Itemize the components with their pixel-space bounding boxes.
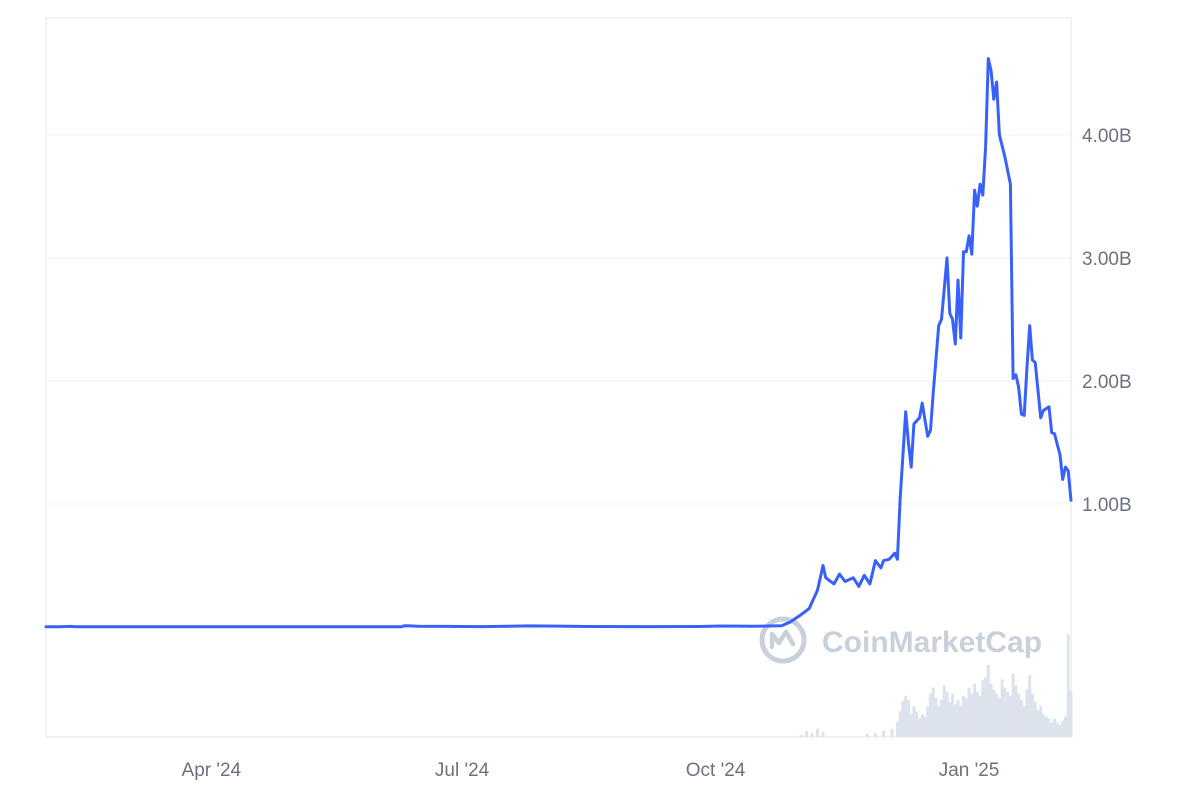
y-tick-label: 2.00B — [1082, 372, 1132, 393]
volume-bar — [810, 732, 814, 737]
volume-bar — [906, 699, 910, 737]
volume-bar — [992, 689, 996, 737]
volume-bar — [1028, 675, 1032, 737]
volume-bar — [945, 691, 949, 737]
volume-bar — [1044, 716, 1048, 737]
x-tick-label: Jan '25 — [939, 760, 1000, 781]
volume-bar — [912, 706, 916, 737]
volume-bar — [1061, 720, 1065, 737]
watermark: CoinMarketCap — [759, 616, 1042, 664]
volume-bar — [1052, 718, 1056, 737]
plot-border — [45, 17, 1072, 738]
volume-bar — [986, 664, 990, 737]
volume-bar — [995, 693, 999, 737]
volume-bar — [997, 697, 1001, 737]
volume-bar — [1017, 693, 1021, 737]
volume-bar — [962, 695, 966, 737]
price-line — [44, 57, 1073, 629]
volume-bar — [1058, 724, 1062, 737]
volume-bar — [964, 697, 968, 737]
volume-bar — [1069, 690, 1073, 737]
volume-bar — [931, 687, 935, 737]
volume-bar — [821, 731, 825, 737]
volume-bar — [1066, 634, 1070, 737]
volume-bar — [978, 695, 982, 737]
volume-bar — [895, 721, 899, 737]
watermark-text: CoinMarketCap — [822, 626, 1042, 659]
volume-bar — [939, 699, 943, 737]
volume-bar — [1019, 699, 1023, 737]
volume-bar — [942, 685, 946, 737]
volume-bar — [956, 699, 960, 737]
volume-bar — [1039, 706, 1043, 737]
volume-bar — [1047, 718, 1051, 737]
volume-bar — [1041, 714, 1045, 737]
volume-bar — [967, 687, 971, 737]
volume-bar — [1033, 701, 1037, 737]
volume-bar — [1014, 685, 1018, 737]
volume-bar — [1022, 706, 1026, 737]
volume-bar — [799, 734, 803, 737]
volume-bar — [901, 700, 905, 737]
x-tick-label: Oct '24 — [686, 760, 746, 781]
volume-bar — [1050, 722, 1054, 737]
coinmarketcap-logo-icon — [759, 616, 807, 664]
volume-bar — [948, 701, 952, 737]
volume-bar — [934, 697, 938, 737]
volume-bar — [1036, 710, 1040, 737]
volume-bar — [890, 728, 894, 737]
volume-bar — [953, 704, 957, 737]
volume-bar — [1003, 687, 1007, 737]
volume-bar — [975, 691, 979, 737]
volume-bar — [926, 706, 930, 737]
volume-bar — [1063, 716, 1067, 737]
x-tick-label: Apr '24 — [182, 760, 242, 781]
volume-bar — [904, 695, 908, 737]
volume-bar — [1055, 722, 1059, 737]
volume-bar — [920, 714, 924, 737]
volume-bar — [928, 693, 932, 737]
volume-bar — [873, 732, 877, 737]
volume-bar — [951, 693, 955, 737]
volume-bars — [799, 634, 1073, 737]
price-series — [44, 57, 1073, 629]
volume-bar — [1025, 689, 1029, 737]
volume-bar — [1008, 695, 1012, 737]
volume-bar — [989, 683, 993, 737]
volume-bar — [816, 728, 820, 737]
volume-bar — [923, 716, 927, 737]
volume-bar — [882, 730, 886, 737]
volume-bar — [959, 706, 963, 737]
grid-lines — [46, 134, 1071, 505]
volume-bar — [981, 680, 985, 737]
y-axis-ticks: 1.00B 2.00B 3.00B 4.00B — [1082, 126, 1132, 516]
y-tick-label: 1.00B — [1082, 495, 1132, 516]
volume-bar — [915, 711, 919, 737]
volume-bar — [937, 706, 941, 737]
volume-bar — [917, 718, 921, 737]
x-tick-label: Jul '24 — [435, 760, 490, 781]
volume-bar — [984, 677, 988, 737]
y-tick-label: 3.00B — [1082, 249, 1132, 270]
volume-bar — [1011, 673, 1015, 737]
volume-bar — [1030, 693, 1034, 737]
volume-bar — [865, 733, 869, 737]
y-tick-label: 4.00B — [1082, 126, 1132, 147]
x-axis-ticks: Apr '24 Jul '24 Oct '24 Jan '25 — [182, 760, 1000, 781]
volume-bar — [973, 683, 977, 737]
volume-bar — [970, 693, 974, 737]
volume-bar — [898, 711, 902, 737]
volume-bar — [909, 714, 913, 737]
volume-bar — [1000, 679, 1004, 737]
volume-bar — [1006, 691, 1010, 737]
volume-bar — [804, 730, 808, 737]
